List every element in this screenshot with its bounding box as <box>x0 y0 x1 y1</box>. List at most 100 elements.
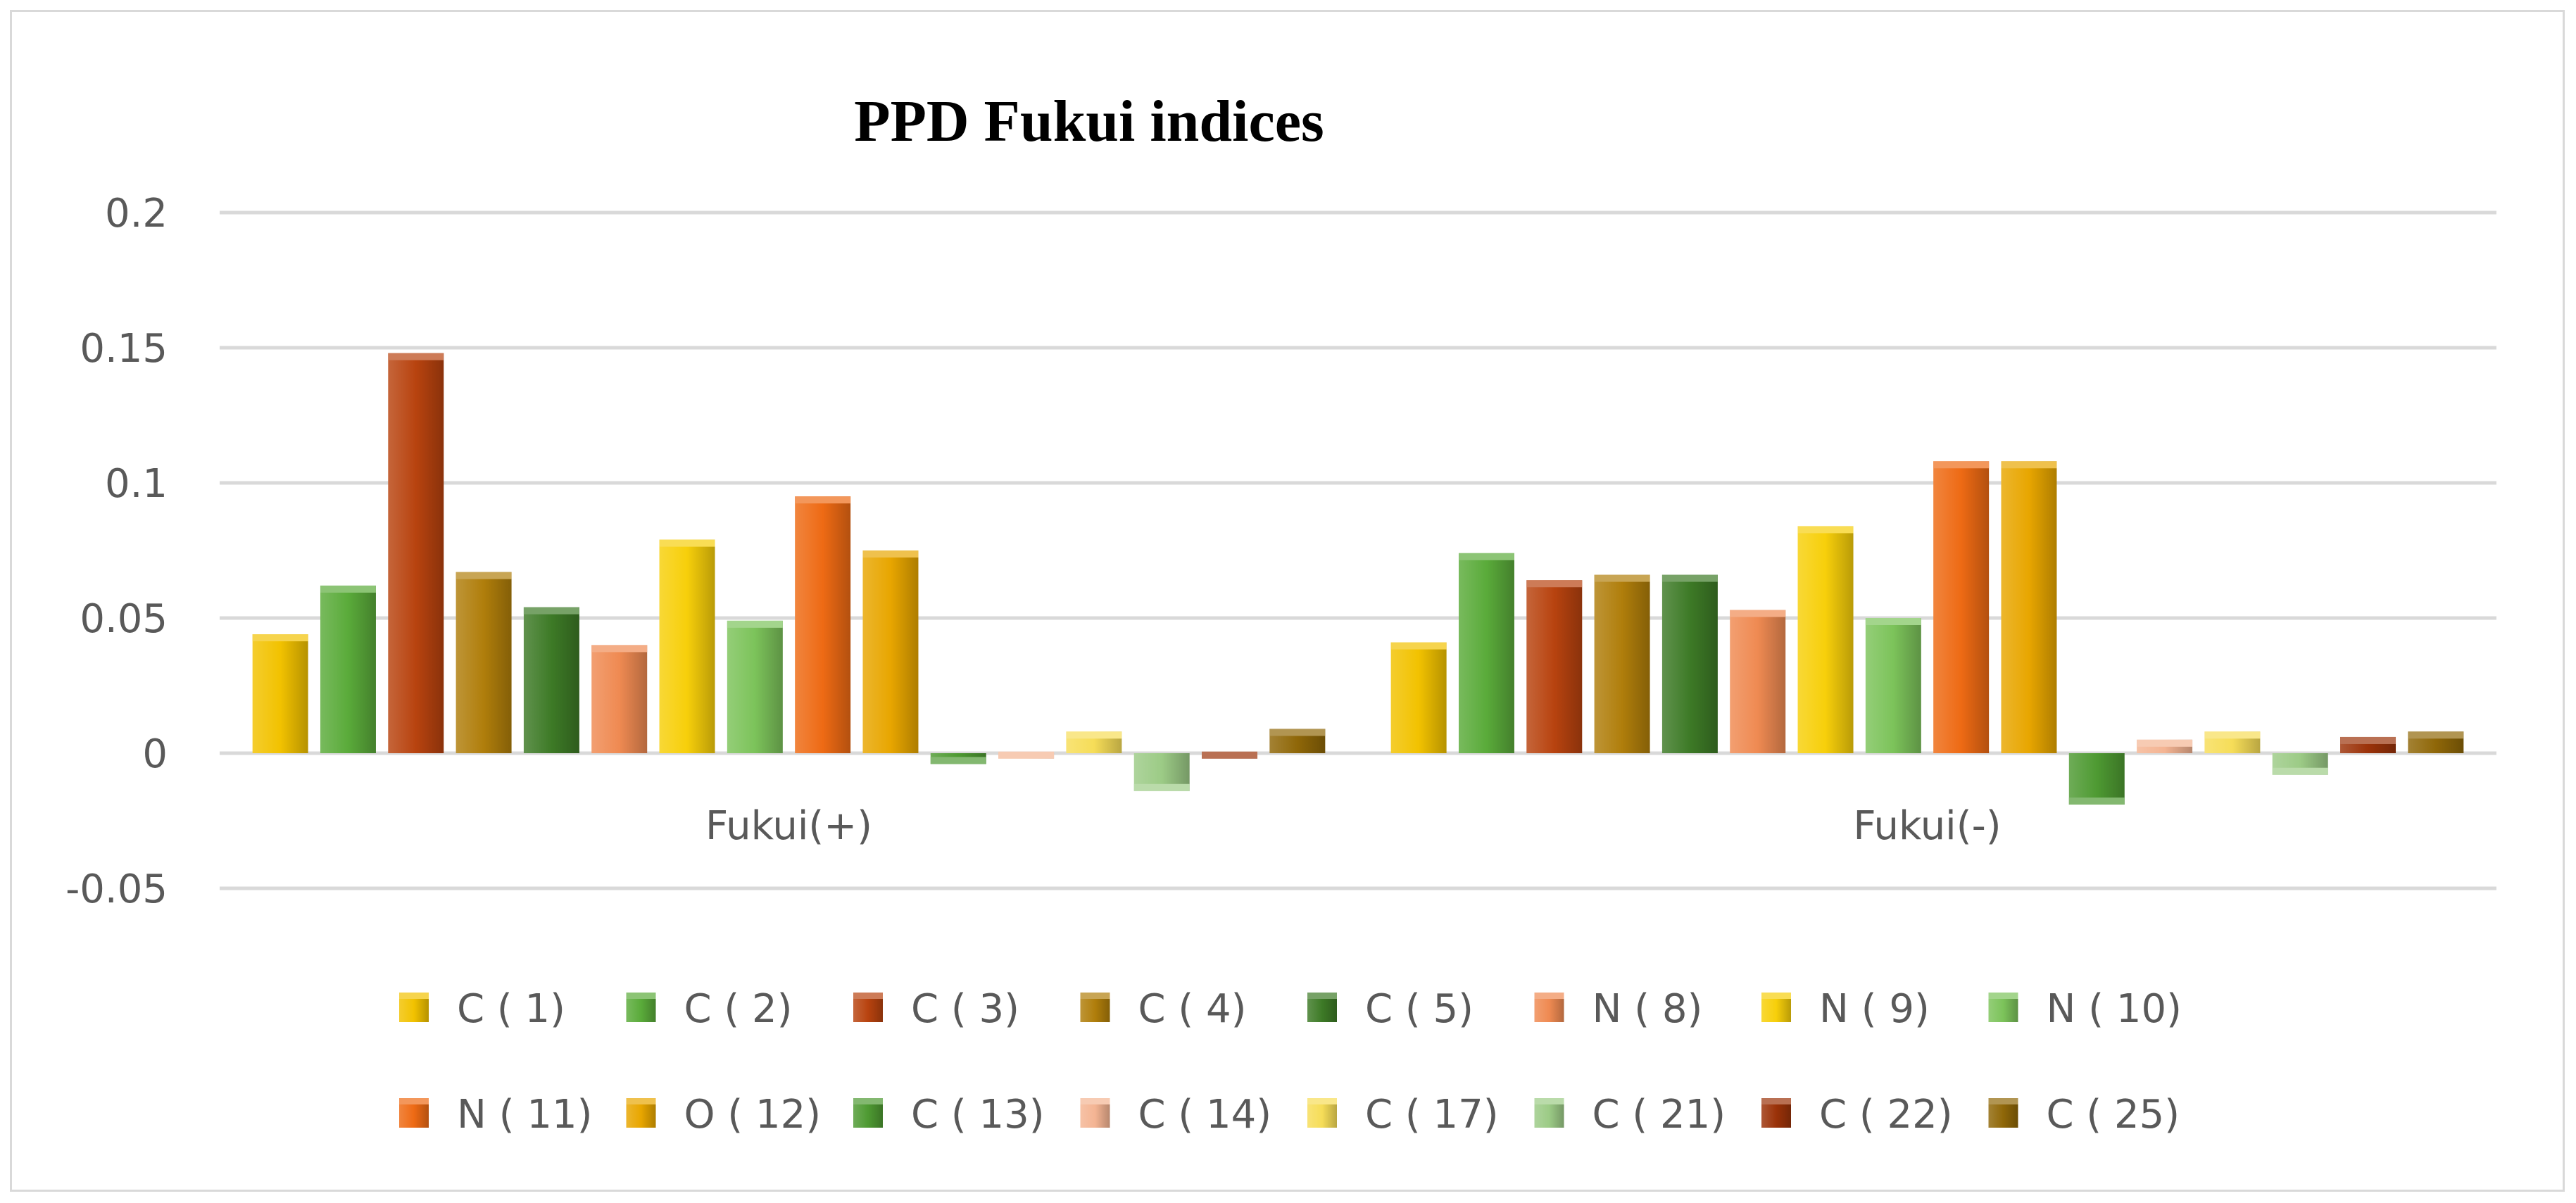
bar-cap <box>1594 574 1650 582</box>
category-label: Fukui(-) <box>1853 803 2001 849</box>
legend-item: N ( 9) <box>1761 986 1930 1032</box>
legend-label: C ( 25) <box>2047 1092 2180 1138</box>
bar <box>930 753 986 764</box>
bar <box>2068 753 2125 805</box>
bar-cap <box>2137 739 2193 747</box>
bar <box>2137 739 2193 753</box>
bar <box>2340 736 2396 753</box>
legend-label: N ( 9) <box>1819 986 1930 1032</box>
legend-item: C ( 3) <box>853 986 1019 1032</box>
bar-body <box>727 620 783 753</box>
bar-body <box>2068 753 2125 805</box>
legend-item: C ( 25) <box>1988 1092 2180 1138</box>
bar-body <box>1661 574 1718 753</box>
y-tick-label: 0 <box>142 731 168 777</box>
legend-swatch-cap <box>1534 1098 1564 1104</box>
legend: C ( 1) C ( 2) C ( 3) C ( 4) C ( 5) N ( 8) N ( … <box>399 986 2182 1138</box>
y-tick-label: 0.1 <box>105 461 168 507</box>
bar <box>2204 731 2261 753</box>
bar <box>2272 753 2328 775</box>
bar <box>1661 574 1718 753</box>
bar-cap <box>1526 580 1583 588</box>
legend-label: C ( 5) <box>1365 986 1474 1032</box>
bar <box>727 620 783 753</box>
legend-label: C ( 4) <box>1138 986 1247 1032</box>
bar-body <box>659 539 715 753</box>
legend-item: O ( 12) <box>626 1092 822 1138</box>
legend-item: C ( 17) <box>1307 1092 1499 1138</box>
legend-swatch-cap <box>626 1098 656 1104</box>
legend-item: C ( 1) <box>399 986 565 1032</box>
bar <box>862 550 919 753</box>
gridlines <box>220 210 2496 890</box>
legend-item: N ( 8) <box>1534 986 1703 1032</box>
bar-cap <box>1865 618 1921 625</box>
legend-swatch-cap <box>1761 1098 1791 1104</box>
bar <box>388 353 444 753</box>
bar <box>320 585 376 753</box>
bar-cap <box>2408 731 2464 739</box>
legend-label: C ( 21) <box>1592 1092 1726 1138</box>
bar-series <box>252 353 2464 805</box>
bar-body <box>1390 642 1447 753</box>
bar <box>998 751 1055 759</box>
legend-item: C ( 21) <box>1534 1092 1726 1138</box>
bar-body <box>455 572 512 753</box>
legend-swatch-cap <box>1988 1098 2018 1104</box>
bar-cap <box>1797 526 1854 534</box>
legend-swatch-cap <box>1761 993 1791 999</box>
y-tick-label: 0.2 <box>105 191 168 237</box>
legend-label: C ( 17) <box>1365 1092 1499 1138</box>
bar-cap <box>320 585 376 593</box>
bar-cap <box>1202 751 1258 759</box>
bar-body <box>591 645 648 753</box>
legend-label: C ( 1) <box>457 986 565 1032</box>
bar <box>2408 731 2464 753</box>
legend-label: N ( 8) <box>1592 986 1703 1032</box>
bar <box>252 634 308 753</box>
bar-cap <box>795 496 851 504</box>
legend-label: C ( 14) <box>1138 1092 1272 1138</box>
bar <box>1458 553 1514 753</box>
bar-body <box>320 585 376 753</box>
bar-body <box>1730 610 1786 753</box>
legend-item: C ( 22) <box>1761 1092 1953 1138</box>
bar-cap <box>1730 610 1786 617</box>
legend-swatch-cap <box>399 993 429 999</box>
bar-cap <box>388 353 444 360</box>
bar-body <box>1797 526 1854 753</box>
bar <box>523 607 579 753</box>
bar <box>1865 618 1921 753</box>
bar <box>795 496 851 753</box>
legend-item: N ( 11) <box>399 1092 592 1138</box>
bar-body <box>1865 618 1921 753</box>
legend-swatch-cap <box>1080 1098 1110 1104</box>
bar-cap <box>930 757 986 764</box>
legend-swatch-cap <box>853 1098 883 1104</box>
bar-body <box>523 607 579 753</box>
bar-cap <box>1458 553 1514 560</box>
legend-item: C ( 2) <box>626 986 793 1032</box>
bar-cap <box>2340 736 2396 744</box>
category-label: Fukui(+) <box>705 803 872 849</box>
bar-cap <box>591 645 648 653</box>
bar <box>2001 461 2057 753</box>
bar-cap <box>1269 729 1326 736</box>
bar-cap <box>1390 642 1447 650</box>
chart-title: PPD Fukui indices <box>854 89 1324 154</box>
bar-cap <box>1933 461 1990 469</box>
bar-cap <box>1661 574 1718 582</box>
bar <box>1526 580 1583 753</box>
bar-body <box>252 634 308 753</box>
y-axis-tick-labels: 0.2 0.15 0.1 0.05 0 -0.05 <box>65 191 168 912</box>
bar-body <box>1526 580 1583 753</box>
bar <box>1066 731 1122 753</box>
legend-item: C ( 13) <box>853 1092 1045 1138</box>
legend-label: C ( 13) <box>911 1092 1045 1138</box>
bar <box>1730 610 1786 753</box>
legend-item: C ( 5) <box>1307 986 1474 1032</box>
bar <box>1390 642 1447 753</box>
bar <box>1269 729 1326 753</box>
bar-cap <box>1066 731 1122 739</box>
legend-label: O ( 12) <box>684 1092 822 1138</box>
